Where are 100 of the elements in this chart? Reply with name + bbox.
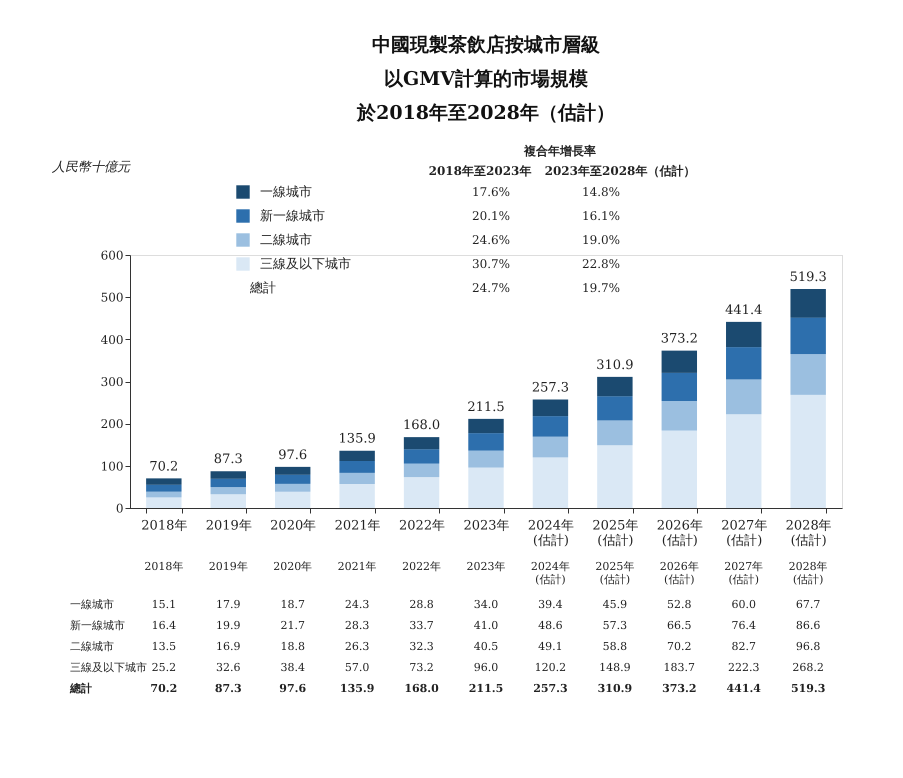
category-label: 2021年 [338, 560, 377, 573]
text: 一線城市 [70, 598, 114, 611]
text: 19.0% [582, 233, 620, 247]
text: 以GMV計算的市場規模 [384, 68, 588, 90]
total-label: 211.5 [467, 400, 505, 415]
data-label: 16.4 [152, 619, 176, 632]
data-label: 34.0 [474, 598, 498, 611]
text: 14.8% [582, 185, 620, 199]
data-label: 18.8 [280, 640, 305, 653]
text: 168.0 [404, 682, 439, 695]
data-label: 57.3 [602, 619, 628, 632]
data-label: 148.9 [599, 661, 631, 674]
data-label: 58.8 [602, 640, 628, 653]
data-label: 41.0 [474, 619, 498, 632]
bar [146, 497, 182, 508]
annotation: 19.7% [582, 281, 620, 295]
x-tick-label: 2018年 [141, 518, 188, 534]
bar [146, 484, 182, 492]
data-label: 16.9 [216, 640, 241, 653]
total-label: 168.0 [402, 418, 440, 434]
data-label: 57.0 [344, 661, 370, 674]
data-label: 70.2 [667, 640, 692, 653]
text: 新一線城市 [70, 619, 125, 632]
data-label: 268.2 [792, 661, 824, 674]
y-tick-label: 300 [100, 375, 124, 389]
text: 於2018年至2028年（估計） [357, 102, 615, 124]
data-label: 33.7 [409, 619, 434, 632]
data-label: 39.4 [538, 598, 563, 611]
data-label: 49.1 [538, 640, 563, 653]
bar [532, 436, 568, 458]
bar [146, 492, 182, 498]
total-label: 97.6 [278, 448, 308, 463]
bar [339, 484, 375, 508]
bar [662, 372, 698, 401]
data-label: 38.4 [280, 661, 305, 674]
data-label: 13.5 [152, 640, 176, 653]
y-tick-label: 400 [100, 332, 124, 347]
data-label: 28.3 [344, 619, 370, 632]
x-tick-label: 2028年 (估計) [786, 518, 832, 548]
y-tick-label: 600 [100, 248, 124, 262]
x-tick-label: 2022年 [399, 518, 446, 534]
data-label: 45.9 [602, 598, 628, 611]
category-label: 2028年 (估計) [788, 560, 828, 586]
text: 20.1% [472, 209, 510, 223]
bar [210, 471, 246, 479]
x-tick-label: 2025年 (估計) [592, 518, 638, 548]
data-label: 25.2 [152, 661, 176, 674]
data-label: 48.6 [538, 619, 563, 632]
text: 中國現製茶飲店按城市層級 [372, 34, 600, 56]
bar [726, 379, 762, 414]
data-label: 60.0 [731, 598, 756, 611]
text: 441.4 [726, 682, 761, 695]
text: 310.9 [598, 682, 632, 695]
bar [662, 400, 698, 431]
data-label: 67.7 [796, 598, 820, 611]
data-label: 15.1 [152, 598, 176, 611]
data-label: 18.7 [280, 598, 305, 611]
category-label: 2023年 [466, 560, 506, 573]
text: 人民幣十億元 [51, 160, 131, 175]
text: 211.5 [468, 682, 504, 695]
text: 70.2 [150, 682, 178, 695]
data-label: 120.2 [534, 661, 566, 674]
legend-label: 一線城市 [260, 185, 312, 200]
bar [790, 289, 826, 318]
data-label: 40.5 [474, 640, 498, 653]
legend-label: 新一線城市 [260, 209, 325, 224]
text: 總計 [70, 682, 92, 695]
bar [146, 478, 182, 485]
total-label: 519.3 [790, 270, 827, 286]
bar [790, 318, 826, 354]
category-label: 2022年 [402, 560, 442, 573]
bar [404, 477, 440, 508]
text: 二線城市 [70, 640, 114, 653]
data-label: 96.0 [474, 661, 498, 674]
total-label: 441.4 [725, 302, 762, 318]
x-tick-label: 2023年 [463, 518, 510, 534]
text: 2018年至2023年 [428, 164, 532, 178]
bar [404, 449, 440, 464]
data-label: 26.3 [344, 640, 370, 653]
text: 257.3 [533, 682, 568, 695]
data-label: 17.9 [216, 598, 241, 611]
category-label: 2024年 (估計) [530, 560, 570, 586]
data-label: 82.7 [731, 640, 756, 653]
data-label: 73.2 [409, 661, 434, 674]
legend-label: 二線城市 [260, 233, 312, 248]
annotation: 總計 [249, 281, 276, 296]
bar [662, 350, 698, 373]
data-label: 86.6 [796, 619, 820, 632]
total-label: 70.2 [149, 459, 178, 474]
total-label: 87.3 [214, 452, 243, 468]
bar [468, 468, 504, 508]
legend-label: 三線及以下城市 [260, 257, 351, 272]
data-label: 21.7 [280, 619, 305, 632]
text: 16.1% [582, 209, 620, 223]
bar [210, 478, 246, 488]
bar [468, 433, 504, 450]
bar [404, 464, 440, 478]
bar [339, 450, 375, 461]
bar [404, 437, 440, 450]
bar [468, 450, 504, 468]
